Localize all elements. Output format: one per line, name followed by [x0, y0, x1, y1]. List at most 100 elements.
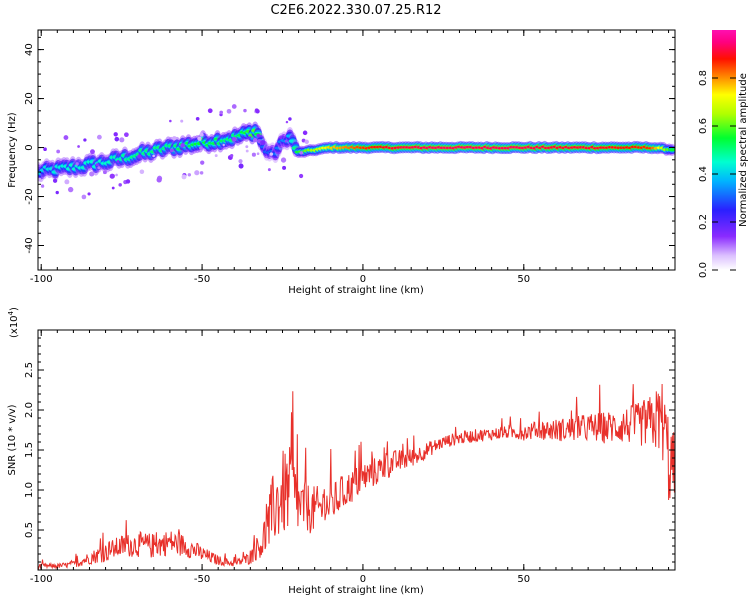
spectral-noise [245, 149, 249, 153]
spectral-noise [38, 177, 42, 182]
snr-scale-suffix: ) [9, 307, 20, 311]
y-tick-label: 1.5 [24, 442, 35, 458]
spectral-noise [187, 173, 192, 177]
spectral-noise [199, 146, 203, 150]
spectral-noise [156, 177, 162, 183]
spectral-noise [139, 169, 145, 175]
spectral-noise [280, 157, 287, 163]
spectral-noise [232, 136, 237, 142]
snr-scale-exponent: 4 [7, 310, 15, 315]
snr-panel: -100 -50 0 50 0.5 1.0 1.5 2.0 2.5 Height of stra… [7, 307, 676, 596]
spectral-noise [267, 168, 271, 172]
spectral-noise [87, 192, 91, 196]
spectral-noise [55, 190, 59, 195]
spectral-noise [302, 130, 308, 136]
spectral-noise [67, 186, 74, 193]
spectral-noise [64, 179, 70, 185]
y-tick-label: 1.0 [24, 482, 35, 498]
colorbar: 0.0 0.2 0.4 0.6 0.8 Normalized spectral ampl… [698, 30, 749, 278]
spectral-noise [251, 152, 256, 157]
spectral-noise [125, 179, 131, 184]
spectral-noise [243, 108, 247, 113]
colorbar-tick-label: 0.8 [698, 70, 709, 86]
spectral-noise [169, 148, 174, 153]
spectrogram-frame [37, 29, 676, 271]
spectral-noise [199, 171, 204, 175]
spectral-noise [222, 143, 225, 147]
spectral-noise [115, 173, 118, 177]
x-tick-label: 50 [517, 574, 530, 585]
spectral-noise [231, 104, 237, 109]
colorbar-tick-label: 0.2 [698, 214, 709, 230]
spectral-noise [81, 194, 87, 200]
spectral-noise [56, 149, 61, 154]
spectral-noise [304, 139, 309, 144]
colorbar-tick-label: 0.6 [698, 118, 709, 134]
spectral-noise [43, 147, 47, 152]
spectral-noise [207, 108, 213, 114]
spectral-noise [152, 154, 155, 158]
spectral-noise [238, 159, 243, 164]
spectral-noise [40, 184, 45, 188]
spectral-noise [95, 163, 99, 167]
spectral-noise [194, 170, 200, 176]
spectral-noise [137, 154, 142, 159]
spectral-noise [245, 145, 249, 149]
spectral-noise [116, 160, 120, 163]
spectral-noise [285, 120, 289, 124]
spectral-noise [103, 170, 107, 175]
x-tick-label: -100 [30, 274, 53, 285]
y-tick-label: 2.5 [24, 362, 35, 378]
spectral-noise [219, 110, 224, 115]
spectral-noise [288, 117, 292, 121]
y-tick-label: -40 [24, 237, 35, 253]
spectral-noise [200, 160, 205, 165]
y-tick-label: -20 [24, 188, 35, 204]
spectrogram-x-axis-label: Height of straight line (km) [288, 285, 424, 296]
spectral-noise [63, 135, 69, 140]
y-tick-label: 20 [24, 92, 35, 105]
spectral-noise [230, 153, 234, 158]
spectral-noise [279, 136, 283, 140]
x-tick-label: -50 [194, 274, 210, 285]
colorbar-gradient [712, 30, 736, 270]
figure-title: C2E6.2022.330.07.25.R12 [270, 3, 441, 18]
spectral-noise [299, 151, 304, 155]
x-tick-label: -100 [30, 574, 53, 585]
spectral-noise [83, 138, 87, 142]
spectral-noise [96, 134, 102, 140]
colorbar-tick-label: 0.4 [698, 166, 709, 182]
spectral-noise [172, 136, 177, 141]
spectral-noise [180, 119, 184, 123]
spectral-noise [299, 173, 304, 179]
snr-ticks: -100 -50 0 50 0.5 1.0 1.5 2.0 2.5 [24, 329, 675, 585]
spectral-noise [248, 136, 252, 139]
spectral-noise [195, 116, 200, 121]
x-tick-label: 50 [517, 274, 530, 285]
spectral-noise [256, 152, 260, 156]
snr-scale-prefix: (x10 [9, 315, 20, 338]
spectral-noise [90, 149, 95, 155]
spectral-noise [52, 178, 58, 183]
spectral-noise [111, 186, 115, 190]
spectral-noise [119, 137, 125, 143]
spectral-noise [252, 137, 258, 143]
y-tick-label: 40 [24, 43, 35, 56]
snr-frame [37, 329, 676, 571]
y-tick-label: 2.0 [24, 402, 35, 418]
spectral-noise [89, 171, 95, 177]
colorbar-ticks: 0.0 0.2 0.4 0.6 0.8 [698, 70, 736, 278]
spectral-noise [255, 109, 260, 114]
spectral-noise [238, 163, 244, 169]
spectral-noise [282, 165, 287, 170]
spectral-noise [114, 136, 120, 142]
snr-scale-label: (x104) [7, 307, 20, 338]
snr-x-axis-label: Height of straight line (km) [288, 585, 424, 596]
spectral-noise [226, 108, 232, 114]
spectral-noise [260, 140, 266, 146]
spectral-noise [199, 132, 204, 137]
spectral-noise [124, 132, 129, 138]
spectral-noise [181, 174, 187, 180]
y-tick-label: 0 [24, 144, 35, 150]
